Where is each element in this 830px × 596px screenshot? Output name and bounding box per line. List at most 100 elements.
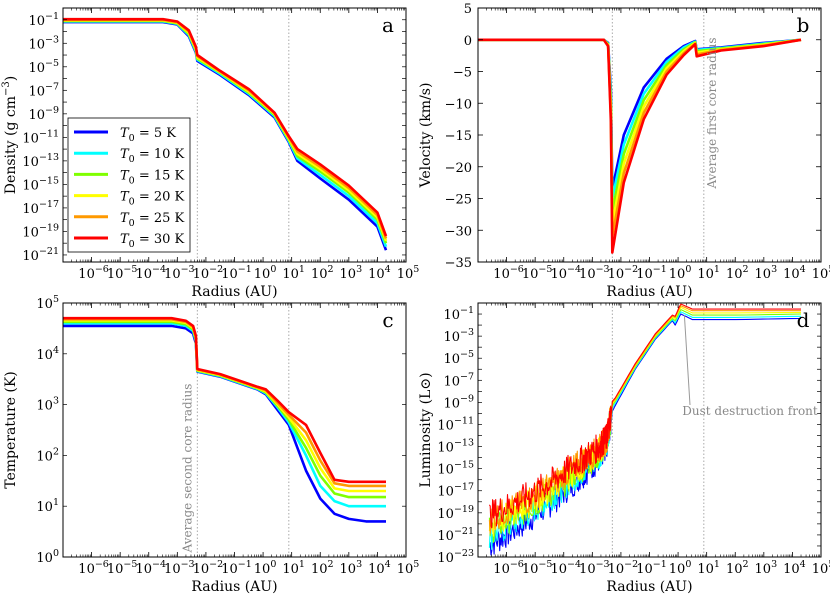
x-tick-label-a-7: 101 xyxy=(282,264,305,282)
x-tick-label-b-9: 103 xyxy=(755,264,778,282)
x-axis-label-b: Radius (AU) xyxy=(606,284,692,300)
y-tick-label-a-4: 10−13 xyxy=(22,152,59,170)
legend-entry-2: T0 = 15 K xyxy=(120,168,185,186)
panel-b: 10−610−510−410−310−210−1 100 101 102 103 104 1… xyxy=(418,2,830,300)
legend-entry-5: T0 = 30 K xyxy=(120,232,185,250)
x-tick-label-b-8: 102 xyxy=(726,264,749,282)
x-axis-label-d: Radius (AU) xyxy=(606,579,692,595)
x-tick-label-a-2: 10−4 xyxy=(135,264,166,282)
y-tick-label-b-7: −30 xyxy=(445,224,472,239)
y-tick-label-a-5: 10−11 xyxy=(22,128,59,146)
legend-box xyxy=(67,117,191,253)
y-tick-label-b-5: −20 xyxy=(445,161,472,176)
y-axis-label-b: Velocity (km/s) xyxy=(418,83,434,189)
x-tick-label-d-7: 101 xyxy=(697,559,720,577)
series-line-a-5 xyxy=(63,17,388,237)
x-tick-label-d-0: 10−6 xyxy=(493,559,524,577)
y-tick-label-c-1: 101 xyxy=(36,497,59,515)
x-tick-label-b-0: 10−6 xyxy=(493,264,524,282)
x-tick-label-a-3: 10−3 xyxy=(164,264,195,282)
y-axis-label-c: Temperature (K) xyxy=(3,371,19,489)
y-axis-label-d: Luminosity (L⊙) xyxy=(418,372,434,487)
x-tick-label-b-11: 105 xyxy=(812,264,830,282)
annotation-second-core: Average second core radius xyxy=(180,384,194,554)
panel-letter-c: c xyxy=(382,308,393,332)
x-tick-label-b-4: 10−2 xyxy=(608,264,639,282)
x-axis-label-c: Radius (AU) xyxy=(191,579,277,595)
x-tick-label-d-4: 10−2 xyxy=(608,559,639,577)
x-tick-label-c-0: 10−6 xyxy=(78,559,109,577)
x-tick-label-b-10: 104 xyxy=(783,264,806,282)
x-tick-label-a-9: 103 xyxy=(340,264,363,282)
legend-entry-0: T0 = 5 K xyxy=(120,126,176,144)
x-tick-label-b-6: 100 xyxy=(669,264,692,282)
legend-entry-4: T0 = 25 K xyxy=(120,211,185,229)
x-tick-label-b-3: 10−3 xyxy=(579,264,610,282)
y-tick-label-a-2: 10−17 xyxy=(22,199,59,217)
x-tick-label-d-10: 104 xyxy=(783,559,806,577)
y-tick-label-b-8: −35 xyxy=(445,256,472,271)
series-line-b-4 xyxy=(478,38,802,238)
x-tick-label-d-1: 10−5 xyxy=(522,559,553,577)
legend-entry-1: T0 = 10 K xyxy=(120,147,185,165)
x-tick-label-a-10: 104 xyxy=(368,264,391,282)
x-axis-label-a: Radius (AU) xyxy=(191,284,277,300)
y-tick-label-d-11: 10−1 xyxy=(443,305,474,323)
x-tick-label-c-9: 103 xyxy=(340,559,363,577)
x-tick-label-c-1: 10−5 xyxy=(107,559,138,577)
y-tick-label-d-6: 10−11 xyxy=(437,415,474,433)
x-tick-label-a-4: 10−2 xyxy=(193,264,224,282)
y-tick-label-d-3: 10−17 xyxy=(437,482,474,500)
y-tick-label-a-9: 10−3 xyxy=(28,34,59,52)
x-tick-label-b-2: 10−4 xyxy=(550,264,581,282)
series-line-d-5 xyxy=(488,303,801,529)
series-line-c-2 xyxy=(63,320,386,499)
y-tick-label-a-6: 10−9 xyxy=(28,105,59,123)
panel-letter-d: d xyxy=(797,308,810,332)
x-tick-label-b-7: 101 xyxy=(697,264,720,282)
panel-letter-b: b xyxy=(797,13,810,37)
x-tick-label-a-8: 102 xyxy=(311,264,334,282)
x-tick-label-d-11: 105 xyxy=(812,559,830,577)
x-tick-label-a-6: 100 xyxy=(254,264,277,282)
y-tick-label-d-7: 10−9 xyxy=(443,393,474,411)
x-tick-label-a-0: 10−6 xyxy=(78,264,109,282)
y-tick-label-c-5: 105 xyxy=(36,294,59,312)
y-tick-label-b-4: −15 xyxy=(445,129,472,144)
x-tick-label-c-6: 100 xyxy=(254,559,277,577)
series-line-c-5 xyxy=(63,316,386,484)
x-tick-label-a-1: 10−5 xyxy=(107,264,138,282)
y-tick-label-d-10: 10−3 xyxy=(443,327,474,345)
x-tick-label-d-2: 10−4 xyxy=(550,559,581,577)
x-tick-label-d-9: 103 xyxy=(755,559,778,577)
x-tick-label-d-6: 100 xyxy=(669,559,692,577)
series-line-d-4 xyxy=(488,305,801,534)
y-tick-label-c-2: 102 xyxy=(36,446,59,464)
x-tick-label-c-7: 101 xyxy=(282,559,305,577)
y-tick-label-a-0: 10−21 xyxy=(22,246,59,264)
panel-c: 10−610−510−410−310−210−1 100 101 102 103 104 1… xyxy=(3,294,419,595)
y-tick-label-d-4: 10−15 xyxy=(437,460,474,478)
y-tick-label-d-1: 10−21 xyxy=(437,526,474,544)
series-group-d xyxy=(488,303,802,556)
series-line-c-3 xyxy=(63,319,386,493)
panel-d: 10−610−510−4 10−3 10−2 10−1 100 101 102 103 104 1… xyxy=(418,302,830,595)
series-line-c-4 xyxy=(63,318,386,488)
series-line-d-1 xyxy=(488,311,802,550)
annotation-pointer xyxy=(683,314,691,406)
series-group-c xyxy=(63,316,386,523)
y-tick-label-b-3: −10 xyxy=(445,97,472,112)
x-tick-label-d-8: 102 xyxy=(726,559,749,577)
y-tick-label-d-5: 10−13 xyxy=(437,438,474,456)
y-tick-label-d-8: 10−7 xyxy=(443,371,474,389)
x-tick-label-b-5: 10−1 xyxy=(636,264,667,282)
y-tick-label-d-2: 10−19 xyxy=(437,504,474,522)
series-group-b xyxy=(478,38,802,254)
y-tick-label-b-6: −25 xyxy=(445,193,472,208)
series-line-c-1 xyxy=(63,322,386,508)
y-tick-label-c-4: 104 xyxy=(36,345,59,363)
x-tick-label-c-5: 10−1 xyxy=(221,559,252,577)
legend: T0 = 5 K T0 = 10 K T0 = 15 K T0 = 20 K T0 = … xyxy=(67,117,191,253)
y-tick-label-a-7: 10−7 xyxy=(28,81,59,99)
